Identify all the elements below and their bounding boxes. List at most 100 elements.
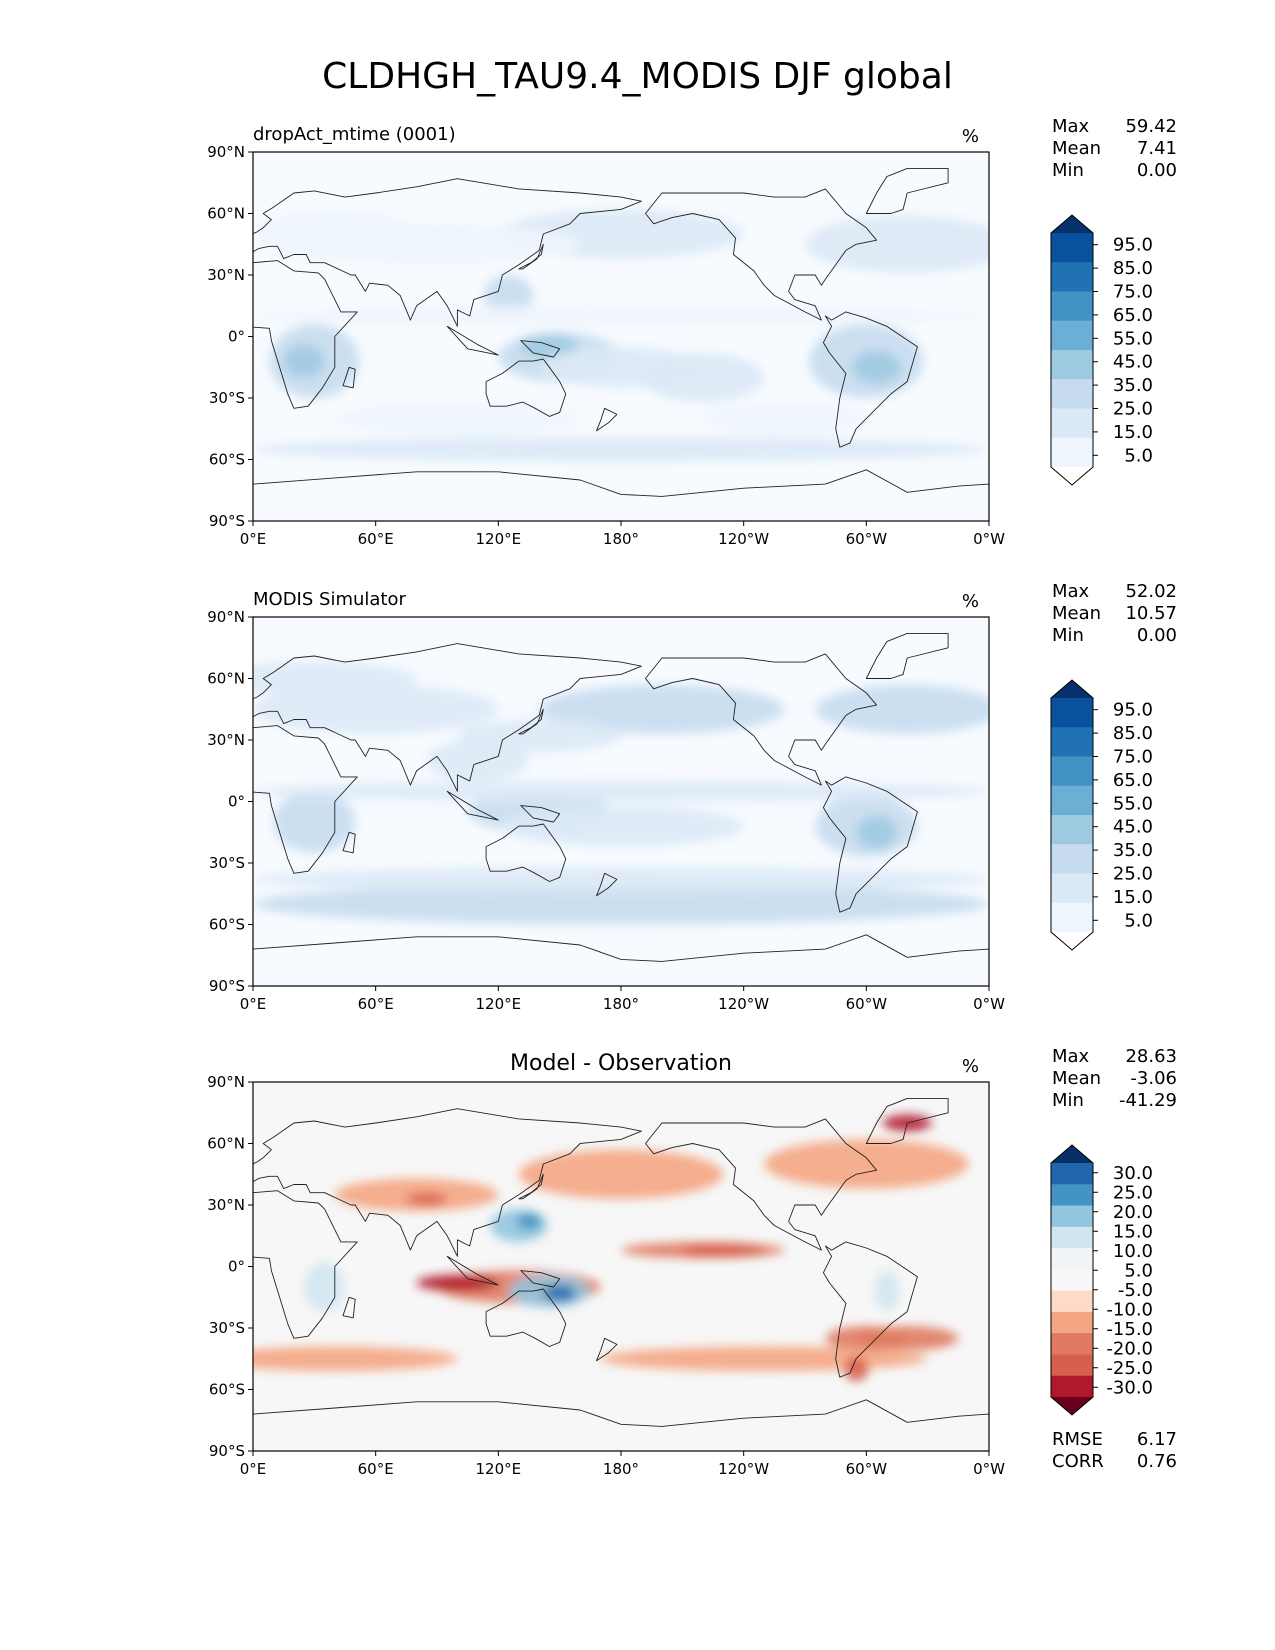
- stat-label: Max: [1052, 116, 1090, 137]
- field-blob: [426, 740, 529, 781]
- coastline: [645, 1118, 878, 1251]
- colorbar-tick-label: 45.0: [1113, 817, 1153, 838]
- stat-label: Max: [1052, 1046, 1090, 1067]
- x-tick-label: 60°E: [358, 530, 394, 548]
- panel-title: dropAct_mtime (0001): [253, 124, 456, 145]
- field-blob: [874, 1270, 900, 1312]
- colorbar-tick-label: -5.0: [1118, 1280, 1153, 1301]
- colorbar-extend-top: [1051, 680, 1093, 698]
- colorbar-extend-bottom: [1051, 932, 1093, 950]
- colorbar-tick-label: 75.0: [1113, 747, 1153, 768]
- colorbar-tick-label: 95.0: [1113, 700, 1153, 721]
- x-tick-label: 60°W: [846, 995, 888, 1013]
- field-blob: [253, 781, 989, 802]
- x-tick-label: 0°E: [240, 1460, 267, 1478]
- colorbar-segment: [1051, 873, 1093, 904]
- x-tick-label: 0°E: [240, 530, 267, 548]
- coastline: [596, 872, 618, 897]
- field-blob: [293, 223, 581, 265]
- field-blob: [843, 1356, 869, 1382]
- colorbar-segment: [1051, 291, 1093, 322]
- y-tick-label: 90°S: [209, 512, 245, 530]
- colorbar-segment: [1051, 1184, 1093, 1207]
- coastline: [342, 831, 356, 854]
- coastline: [518, 243, 544, 270]
- colorbar-segment: [1051, 1226, 1093, 1249]
- coastline: [822, 1241, 918, 1378]
- stat-value: -41.29: [1119, 1090, 1177, 1111]
- colorbar-segment: [1051, 1354, 1093, 1377]
- coastlines: [253, 167, 989, 521]
- y-tick-label: 60°N: [207, 205, 245, 223]
- x-tick-label: 0°W: [973, 530, 1005, 548]
- colorbar-extend-bottom: [1051, 1397, 1093, 1415]
- coastline: [253, 643, 642, 792]
- y-tick-label: 0°: [228, 793, 245, 811]
- coastline: [596, 1337, 618, 1362]
- coastline: [446, 790, 499, 821]
- field-blob: [518, 1149, 724, 1199]
- coastline: [446, 1255, 499, 1286]
- colorbar-outline: [1050, 679, 1094, 951]
- field-blob: [498, 805, 744, 847]
- colorbar-segment: [1051, 1248, 1093, 1270]
- field-blob: [253, 883, 989, 925]
- colorbar-tick-label: 15.0: [1113, 887, 1153, 908]
- y-tick-label: 30°S: [209, 854, 245, 872]
- coastline: [253, 469, 989, 521]
- x-tick-label: 60°E: [358, 1460, 394, 1478]
- field-blob: [253, 662, 417, 695]
- field-blob: [253, 867, 989, 892]
- field-blob: [253, 684, 499, 734]
- colorbar-segment: [1051, 1205, 1093, 1228]
- colorbar-tick-label: 35.0: [1113, 375, 1153, 396]
- stat-value: 10.57: [1125, 603, 1177, 624]
- map-background: [253, 1082, 989, 1451]
- x-tick-label: 120°E: [476, 530, 522, 548]
- colorbar-tick-label: 15.0: [1113, 1221, 1153, 1242]
- colorbar-segment: [1051, 844, 1093, 874]
- x-tick-label: 60°W: [846, 530, 888, 548]
- colorbar-tick-label: 35.0: [1113, 840, 1153, 861]
- colorbar-segment: [1051, 1311, 1093, 1334]
- y-tick-label: 30°S: [209, 1319, 245, 1337]
- x-tick-label: 180°: [603, 1460, 639, 1478]
- stat-value: 59.42: [1125, 116, 1177, 137]
- x-tick-label: 60°W: [846, 1460, 888, 1478]
- coastline: [253, 1190, 358, 1339]
- units-label: %: [962, 1056, 979, 1077]
- colorbar-tick-label: -15.0: [1106, 1319, 1153, 1340]
- stat-label: Mean: [1052, 1068, 1101, 1089]
- coastline: [865, 1097, 949, 1144]
- colorbar-segment: [1051, 437, 1093, 468]
- colorbar-tick-label: 25.0: [1113, 864, 1153, 885]
- field-blob: [641, 352, 765, 403]
- coastline: [645, 188, 878, 321]
- field-blob: [764, 1139, 969, 1189]
- coastlines: [253, 1097, 989, 1451]
- units-label: %: [962, 591, 979, 612]
- y-tick-label: 90°S: [209, 977, 245, 995]
- x-tick-label: 180°: [603, 530, 639, 548]
- panel-title: Model - Observation: [510, 1051, 732, 1076]
- field-blob: [856, 1325, 959, 1351]
- x-tick-label: 0°E: [240, 995, 267, 1013]
- field-blob: [406, 1192, 448, 1205]
- field-blob: [600, 1346, 928, 1372]
- coastline: [342, 366, 356, 389]
- y-tick-label: 90°N: [207, 1073, 245, 1091]
- y-tick-label: 60°S: [209, 451, 245, 469]
- colorbar-tick-label: 25.0: [1113, 1182, 1153, 1203]
- coastline: [518, 708, 544, 735]
- panel-1: 90°N 60°N 30°N 0° 30°S 60°S 90°S0°E 60°E 120°E 18…: [207, 581, 1177, 1013]
- coastline: [596, 407, 618, 432]
- coastline: [485, 823, 567, 882]
- coastline: [645, 653, 878, 786]
- colorbar-extend-top: [1051, 1145, 1093, 1163]
- x-tick-label: 0°W: [973, 995, 1005, 1013]
- coastline: [520, 340, 561, 358]
- y-tick-label: 60°N: [207, 670, 245, 688]
- colorbar-tick-label: 15.0: [1113, 422, 1153, 443]
- colorbar-extend-top: [1051, 215, 1093, 233]
- field-blob: [253, 436, 989, 462]
